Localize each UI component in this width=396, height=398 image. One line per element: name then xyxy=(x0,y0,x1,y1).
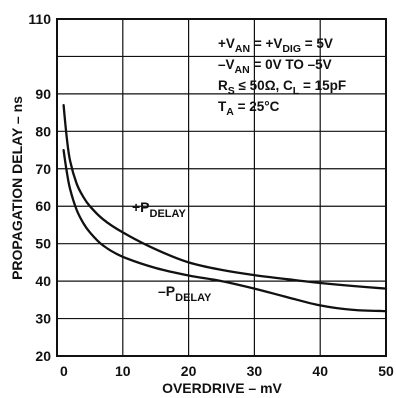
y-tick-label: 40 xyxy=(35,273,51,289)
series-label-sub: DELAY xyxy=(150,208,187,220)
y-tick-labels: 20 30 40 50 60 70 80 90 110 xyxy=(28,11,51,364)
y-tick-label: 90 xyxy=(35,86,51,102)
y-tick-label: 70 xyxy=(35,161,51,177)
y-tick-label: 30 xyxy=(35,311,51,327)
x-tick-label: 30 xyxy=(247,363,263,379)
annotation-line: +VAN = +VDIG = 5V xyxy=(218,36,333,55)
x-tick-label: 0 xyxy=(60,363,68,379)
conditions-annotation: +VAN = +VDIG = 5V –VAN = 0V TO –5V RS ≤ 50… xyxy=(218,36,346,118)
annotation-line: RS ≤ 50Ω, CL = 15pF xyxy=(218,78,346,97)
x-tick-label: 20 xyxy=(181,363,197,379)
plot-frame xyxy=(56,18,387,357)
x-tick-label: 40 xyxy=(312,363,328,379)
annotation-line: TA = 25°C xyxy=(218,99,280,118)
x-tick-label: 50 xyxy=(378,363,394,379)
y-axis-title: PROPAGATION DELAY – ns xyxy=(9,96,25,280)
y-tick-label: 110 xyxy=(28,11,51,27)
series-line-plus-pdelay xyxy=(62,103,388,290)
y-tick-label: 20 xyxy=(35,348,51,364)
series-label-sub: DELAY xyxy=(175,292,212,304)
annotation-line: –VAN = 0V TO –5V xyxy=(218,57,332,76)
series-label: –PDELAY xyxy=(158,283,212,304)
x-tick-label: 10 xyxy=(115,363,131,379)
x-tick-labels: 0 10 20 30 40 50 xyxy=(60,363,394,379)
data-series: +PDELAY–PDELAY xyxy=(62,103,388,313)
series-label: +PDELAY xyxy=(132,199,186,220)
y-tick-label: 80 xyxy=(35,123,51,139)
y-tick-label: 50 xyxy=(35,236,51,252)
y-tick-label: 60 xyxy=(35,198,51,214)
series-label-main: +P xyxy=(132,199,150,215)
series-label-main: –P xyxy=(158,283,175,299)
x-axis-title: OVERDRIVE – mV xyxy=(162,380,282,396)
series-line-minus-pdelay xyxy=(62,148,388,313)
